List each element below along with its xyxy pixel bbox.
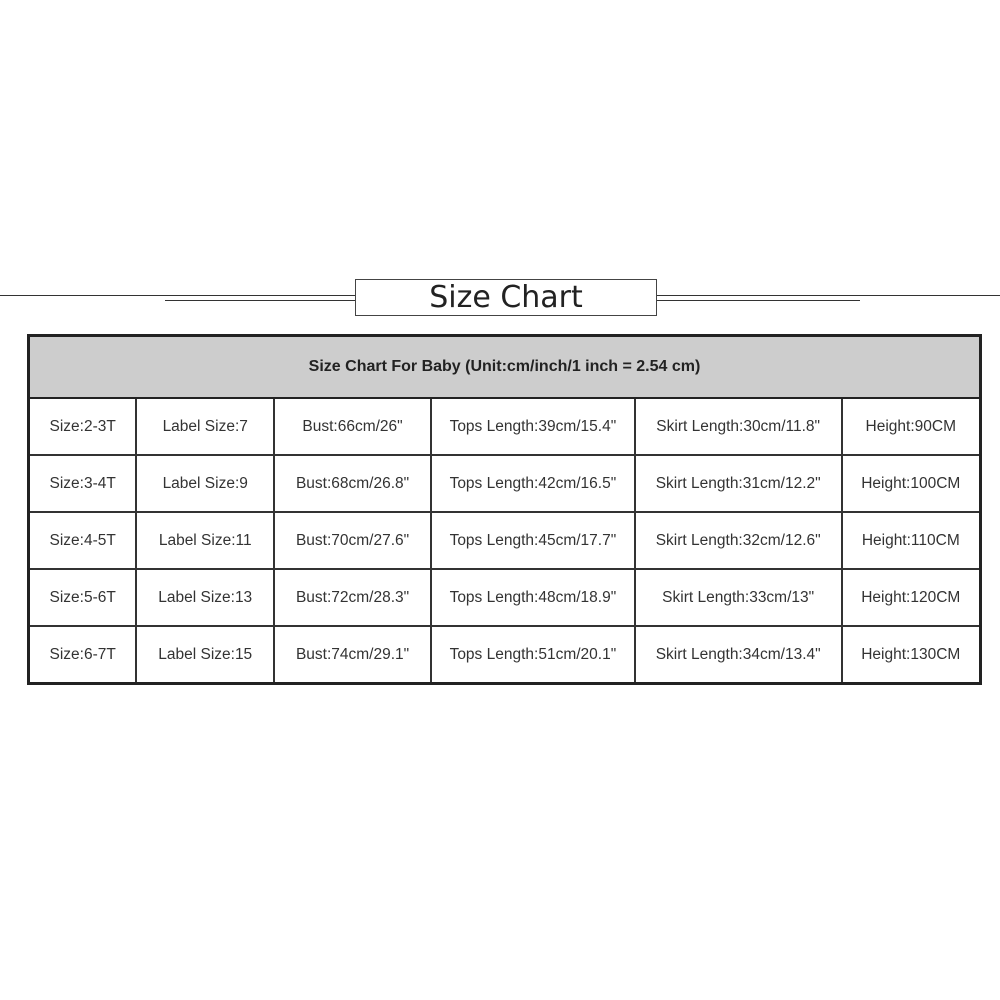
cell-size: Size:5-6T <box>27 568 138 627</box>
cell-size: Size:6-7T <box>27 625 138 685</box>
cell-size: Size:3-4T <box>27 454 138 513</box>
cell-bust: Bust:68cm/26.8" <box>273 454 432 513</box>
cell-label-size: Label Size:7 <box>135 397 276 456</box>
cell-label-size: Label Size:15 <box>135 625 276 685</box>
cell-bust: Bust:70cm/27.6" <box>273 511 432 570</box>
cell-height: Height:130CM <box>840 625 982 685</box>
cell-size: Size:2-3T <box>27 397 138 456</box>
table-row: Size:2-3T Label Size:7 Bust:66cm/26" Tops L… <box>27 397 982 456</box>
cell-tops-length: Tops Length:48cm/18.9" <box>429 568 636 627</box>
cell-bust: Bust:74cm/29.1" <box>273 625 432 685</box>
cell-label-size: Label Size:13 <box>135 568 276 627</box>
cell-skirt-length: Skirt Length:31cm/12.2" <box>633 454 843 513</box>
table-row: Size:4-5T Label Size:11 Bust:70cm/27.6" Top… <box>27 511 982 570</box>
page-title: Size Chart <box>355 279 657 316</box>
divider-left-long <box>0 295 355 296</box>
cell-tops-length: Tops Length:39cm/15.4" <box>429 397 636 456</box>
divider-left-short <box>165 300 355 301</box>
cell-bust: Bust:66cm/26" <box>273 397 432 456</box>
cell-tops-length: Tops Length:42cm/16.5" <box>429 454 636 513</box>
cell-height: Height:90CM <box>840 397 982 456</box>
cell-tops-length: Tops Length:51cm/20.1" <box>429 625 636 685</box>
table-row: Size:3-4T Label Size:9 Bust:68cm/26.8" Tops… <box>27 454 982 513</box>
cell-bust: Bust:72cm/28.3" <box>273 568 432 627</box>
cell-height: Height:110CM <box>840 511 982 570</box>
table-row: Size:6-7T Label Size:15 Bust:74cm/29.1" Top… <box>27 625 982 685</box>
size-table: Size Chart For Baby (Unit:cm/inch/1 inch… <box>27 334 982 685</box>
cell-size: Size:4-5T <box>27 511 138 570</box>
cell-tops-length: Tops Length:45cm/17.7" <box>429 511 636 570</box>
cell-skirt-length: Skirt Length:34cm/13.4" <box>633 625 843 685</box>
cell-skirt-length: Skirt Length:32cm/12.6" <box>633 511 843 570</box>
table-row: Size:5-6T Label Size:13 Bust:72cm/28.3" Top… <box>27 568 982 627</box>
cell-height: Height:120CM <box>840 568 982 627</box>
cell-height: Height:100CM <box>840 454 982 513</box>
cell-skirt-length: Skirt Length:33cm/13" <box>633 568 843 627</box>
cell-label-size: Label Size:9 <box>135 454 276 513</box>
divider-right-long <box>657 295 1000 296</box>
table-header: Size Chart For Baby (Unit:cm/inch/1 inch… <box>27 334 982 399</box>
cell-skirt-length: Skirt Length:30cm/11.8" <box>633 397 843 456</box>
cell-label-size: Label Size:11 <box>135 511 276 570</box>
divider-right-short <box>657 300 860 301</box>
